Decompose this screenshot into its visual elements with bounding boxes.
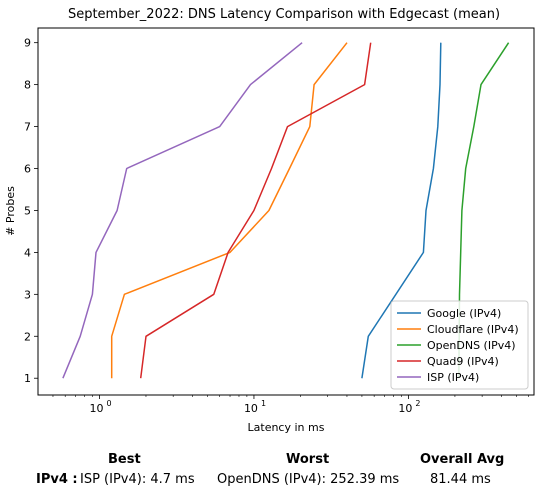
x-axis-label: Latency in ms bbox=[248, 421, 325, 434]
y-tick-label: 7 bbox=[24, 121, 31, 134]
y-tick-label: 8 bbox=[24, 79, 31, 92]
y-tick-label: 3 bbox=[24, 288, 31, 301]
legend-label: OpenDNS (IPv4) bbox=[427, 339, 516, 352]
best-header: Best bbox=[108, 452, 141, 467]
legend-label: ISP (IPv4) bbox=[427, 371, 479, 384]
x-tick-label: 10 bbox=[398, 402, 412, 415]
y-tick-label: 6 bbox=[24, 163, 31, 176]
x-tick-label: 10 bbox=[89, 402, 103, 415]
legend: Google (IPv4) Cloudflare (IPv4) OpenDNS (I… bbox=[391, 301, 528, 389]
x-tick-exponent: 2 bbox=[415, 399, 420, 408]
x-tick-label: 10 bbox=[244, 402, 258, 415]
legend-label: Google (IPv4) bbox=[427, 307, 501, 320]
avg-value: 81.44 ms bbox=[430, 472, 491, 487]
y-tick-label: 2 bbox=[24, 330, 31, 343]
ipv4-row-label: IPv4 : bbox=[36, 472, 78, 487]
series-line-cloudflare-ipv4 bbox=[112, 43, 347, 379]
latency-chart: September_2022: DNS Latency Comparison w… bbox=[0, 0, 541, 440]
series-line-quad9-ipv4 bbox=[141, 43, 371, 379]
avg-header: Overall Avg bbox=[420, 452, 504, 467]
x-tick-exponent: 1 bbox=[261, 399, 266, 408]
y-axis-label: # Probes bbox=[4, 186, 17, 236]
legend-label: Quad9 (IPv4) bbox=[427, 355, 499, 368]
y-tick-label: 5 bbox=[24, 204, 31, 217]
x-tick-exponent: 0 bbox=[106, 399, 111, 408]
y-tick-label: 4 bbox=[24, 246, 31, 259]
chart-title: September_2022: DNS Latency Comparison w… bbox=[68, 7, 500, 22]
y-tick-label: 1 bbox=[24, 372, 31, 385]
stats-table: Best Worst Overall Avg IPv4 : ISP (IPv4)… bbox=[0, 448, 541, 496]
legend-label: Cloudflare (IPv4) bbox=[427, 323, 519, 336]
best-value: ISP (IPv4): 4.7 ms bbox=[80, 472, 195, 487]
worst-value: OpenDNS (IPv4): 252.39 ms bbox=[217, 472, 399, 487]
worst-header: Worst bbox=[286, 452, 329, 467]
series-line-isp-ipv4 bbox=[63, 43, 302, 379]
y-tick-label: 9 bbox=[24, 37, 31, 50]
